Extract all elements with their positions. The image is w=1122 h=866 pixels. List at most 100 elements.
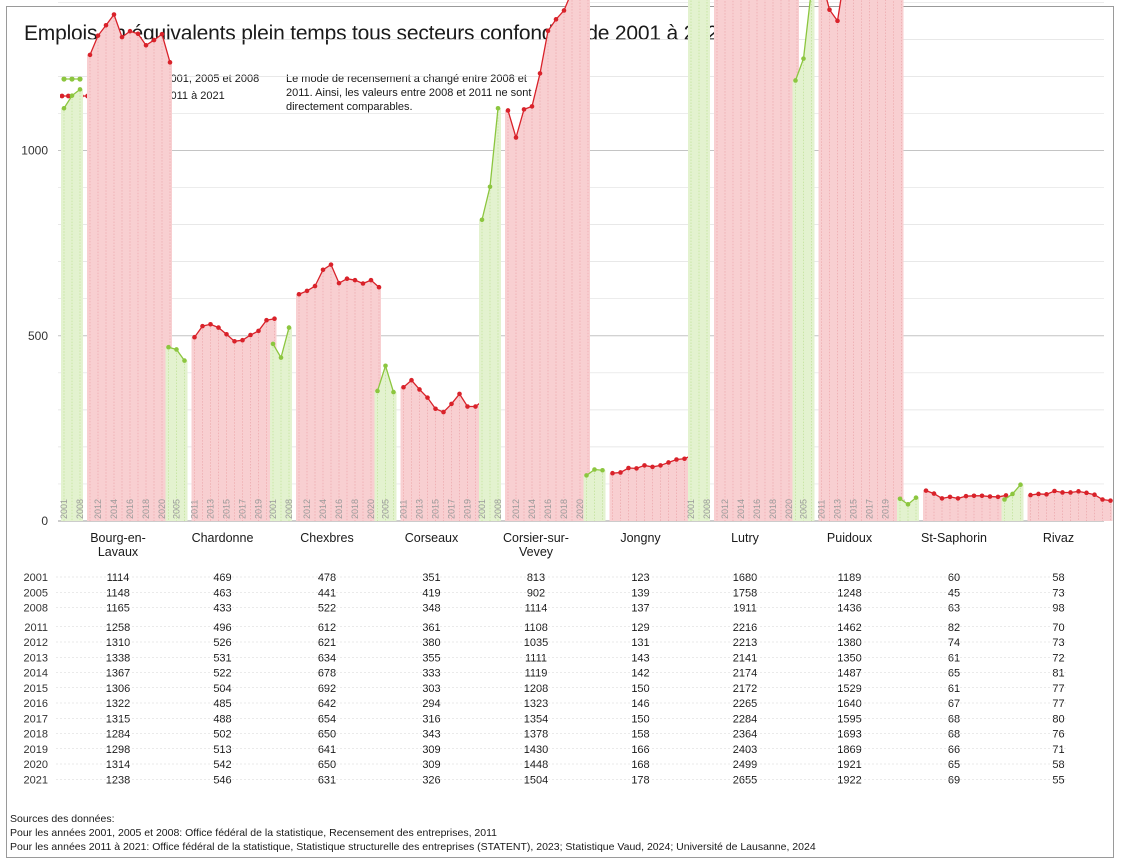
table-value: 612 (318, 622, 336, 634)
y-tick-label: 1000 (21, 144, 48, 158)
year-axis-label: 2012 (302, 499, 312, 519)
table-value: 142 (631, 668, 649, 680)
table-value: 73 (1052, 637, 1064, 649)
data-point (939, 496, 945, 501)
table-value: 77 (1052, 698, 1064, 710)
year-axis-label: 2016 (125, 499, 135, 519)
sources: Sources des données: Pour les années 200… (10, 812, 816, 854)
data-point (1010, 491, 1015, 497)
table-value: 1354 (524, 713, 548, 725)
year-axis-label: 2015 (431, 499, 441, 519)
data-point (159, 31, 165, 37)
table-value: 2403 (733, 744, 757, 756)
year-axis-label: 2005 (799, 499, 809, 519)
year-axis-label: 2017 (865, 499, 875, 519)
table-value: 150 (631, 683, 649, 695)
year-axis-label: 2008 (702, 499, 712, 519)
year-axis-label: 2018 (141, 499, 151, 519)
table-value: 2172 (733, 683, 757, 695)
table-value: 146 (631, 698, 649, 710)
data-point (272, 316, 277, 322)
table-value: 2265 (733, 698, 757, 710)
data-point (352, 277, 358, 283)
data-point (1044, 492, 1049, 497)
data-point (240, 337, 245, 343)
year-axis-label: 2019 (254, 499, 264, 519)
data-point (618, 470, 623, 475)
commune-group: 2001 2008 2012 2014 2016 2018 2020 Chexbres 478 4… (268, 262, 382, 786)
table-value: 1350 (837, 652, 861, 664)
table-value: 69 (948, 774, 960, 786)
table-value: 2655 (733, 774, 757, 786)
table-value: 1378 (524, 729, 548, 741)
data-point (521, 107, 527, 112)
data-point (1092, 492, 1097, 497)
data-point (1028, 492, 1033, 498)
year-axis-label: 2014 (109, 499, 119, 519)
year-axis-label: 2019 (463, 499, 473, 519)
table-value: 1248 (837, 587, 861, 599)
table-value: 1108 (524, 622, 548, 634)
table-value: 1921 (837, 759, 861, 771)
table-value: 488 (213, 713, 231, 725)
table-value: 65 (948, 668, 960, 680)
table-value: 621 (318, 637, 336, 649)
table-value: 1448 (524, 759, 548, 771)
data-point (344, 276, 350, 281)
year-axis-label: 2001 (686, 499, 696, 519)
data-point (1003, 493, 1009, 498)
table-value: 168 (631, 759, 649, 771)
table-value: 1148 (106, 587, 130, 599)
table-value: 73 (1052, 587, 1064, 599)
table-value: 1238 (106, 774, 130, 786)
data-point (336, 280, 342, 286)
data-point (513, 135, 519, 140)
table-value: 70 (1052, 622, 1064, 634)
table-value: 61 (948, 683, 960, 695)
table-year-label: 2001 (24, 572, 48, 584)
table-value: 641 (318, 744, 336, 756)
data-point (216, 325, 221, 330)
table-value: 463 (213, 587, 231, 599)
table-value: 81 (1052, 668, 1064, 680)
table-value: 333 (422, 668, 440, 680)
year-axis-label: 2014 (318, 499, 328, 519)
table-value: 1911 (733, 603, 757, 615)
data-point (232, 339, 237, 344)
data-point (360, 281, 366, 286)
data-point (610, 470, 615, 476)
year-axis-label: 2012 (93, 499, 103, 519)
table-value: 139 (631, 587, 649, 599)
table-value: 1487 (837, 668, 861, 680)
table-value: 58 (1052, 759, 1064, 771)
commune-group: Jongny 123 139 137 129 131 143 142 150 146 150 158 1… (583, 452, 695, 786)
commune-group: 2001 2008 2012 2014 2016 2018 2020 Lutry 1680 175… (686, 0, 799, 786)
table-value: 66 (948, 744, 960, 756)
year-axis-label: 2018 (768, 499, 778, 519)
table-value: 546 (213, 774, 231, 786)
table-value: 98 (1052, 603, 1064, 615)
table-value: 531 (213, 652, 231, 664)
data-point (95, 33, 101, 38)
table-value: 469 (213, 572, 231, 584)
data-point (312, 283, 318, 289)
table-value: 692 (318, 683, 336, 695)
table-value: 76 (1052, 729, 1064, 741)
y-tick-label: 0 (41, 514, 48, 528)
data-point (955, 496, 961, 501)
area-early (583, 469, 606, 521)
commune-group: Rivaz 58 73 98 70 73 72 81 77 77 80 76 71 58 55 (1001, 482, 1113, 786)
year-axis-label: 2011 (817, 500, 827, 519)
table-value: 72 (1052, 652, 1064, 664)
sources-heading: Sources des données: (10, 813, 115, 825)
year-axis-label: 2001 (59, 499, 69, 519)
year-axis-label: 2012 (511, 499, 521, 519)
table-value: 131 (631, 637, 649, 649)
table-value: 166 (631, 744, 649, 756)
data-point (143, 42, 149, 48)
table-value: 1462 (837, 622, 861, 634)
chart-frame (6, 6, 1114, 858)
table-value: 654 (318, 713, 336, 725)
table-value: 58 (1052, 572, 1064, 584)
table-value: 150 (631, 713, 649, 725)
